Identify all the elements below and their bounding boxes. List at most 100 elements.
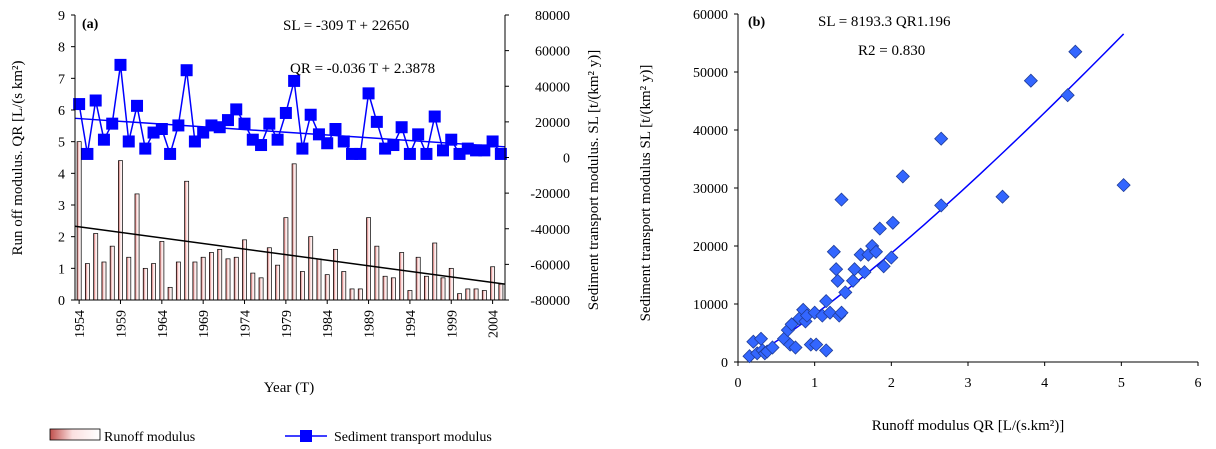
sediment-marker — [106, 117, 119, 130]
sediment-marker — [329, 123, 342, 135]
a-x-tick-label: 1979 — [280, 310, 295, 338]
sediment-marker — [494, 147, 507, 160]
runoff-bar — [473, 288, 479, 301]
a-left-ticks: 0 1 2 3 4 5 6 7 8 9 — [58, 9, 75, 309]
power-fit-equation: SL = 8193.3 QR1.196 — [818, 14, 951, 30]
runoff-bar — [151, 263, 156, 301]
runoff-bar — [118, 160, 123, 301]
sediment-marker — [445, 133, 458, 146]
scatter-point — [857, 265, 872, 280]
runoff-bar — [142, 267, 148, 301]
a-right-tick-label: -20000 — [530, 187, 570, 202]
sediment-marker — [304, 108, 317, 121]
scatter-point — [834, 305, 849, 320]
legend-runoff-label: Runoff modulus — [104, 430, 195, 445]
panel-a-label: (a) — [82, 17, 99, 32]
b-y-tick-label: 60000 — [693, 8, 728, 23]
scatter-point — [934, 198, 949, 213]
a-right-tick-label: 20000 — [535, 116, 570, 131]
sediment-marker — [436, 144, 449, 157]
runoff-bar — [134, 193, 140, 301]
scatter-point — [1060, 88, 1075, 103]
runoff-bar — [192, 261, 198, 301]
a-right-tick-label: 0 — [563, 152, 570, 167]
runoff-bar — [324, 274, 330, 301]
runoff-bar — [258, 277, 264, 301]
sediment-marker — [486, 135, 499, 148]
a-right-tick-label: -60000 — [530, 258, 570, 273]
runoff-bar — [448, 267, 454, 301]
sediment-marker — [403, 147, 416, 160]
legend-sediment-label: Sediment transport modulus — [334, 430, 492, 445]
a-x-axis-label: Year (T) — [264, 380, 315, 396]
sediment-marker — [428, 110, 441, 123]
b-y-tick-label: 30000 — [693, 182, 728, 197]
sediment-marker — [89, 94, 102, 107]
runoff-bar — [407, 290, 413, 301]
a-right-ticks: -80000 -60000 -40000 -20000 0 20000 40000 60000… — [505, 9, 570, 309]
a-x-tick-label: 1954 — [73, 310, 88, 338]
scatter-points — [742, 44, 1131, 364]
b-x-tick-label: 1 — [811, 376, 818, 391]
sediment-trendline — [74, 117, 506, 148]
scatter-point — [1116, 178, 1131, 193]
scatter-point — [819, 343, 834, 358]
legend-sediment-marker — [300, 430, 312, 442]
sediment-marker — [114, 58, 127, 71]
sediment-marker — [221, 114, 234, 127]
scatter-point — [895, 169, 910, 184]
a-left-tick-label: 6 — [58, 104, 65, 119]
sediment-marker — [255, 139, 268, 152]
a-left-tick-label: 8 — [58, 41, 65, 56]
sediment-marker — [230, 103, 243, 116]
scatter-point — [834, 192, 849, 207]
runoff-bar — [481, 290, 487, 301]
panel-b-label: (b) — [748, 15, 765, 30]
sediment-marker — [246, 133, 259, 146]
runoff-bar — [299, 271, 305, 301]
b-x-tick-label: 4 — [1041, 376, 1048, 391]
sediment-marker — [81, 147, 94, 160]
runoff-bar — [424, 275, 429, 301]
scatter-point — [788, 340, 803, 355]
sediment-marker — [271, 133, 284, 146]
runoff-bar — [382, 275, 388, 301]
b-y-tick-label: 50000 — [693, 66, 728, 81]
scatter-point — [826, 244, 841, 259]
runoff-bar — [308, 236, 314, 301]
runoff-bar — [316, 258, 322, 301]
a-y-axis-label: Run off modulus. QR [L/(s km²) — [10, 60, 26, 255]
runoff-bar — [399, 252, 405, 301]
runoff-bar — [465, 288, 471, 301]
b-x-tick-label: 2 — [888, 376, 895, 391]
scatter-point — [830, 273, 845, 288]
b-y-ticks: 0 10000 20000 30000 40000 50000 60000 — [693, 8, 738, 371]
a-left-tick-label: 2 — [58, 231, 65, 246]
runoff-bar — [366, 217, 371, 301]
scatter-point — [829, 262, 844, 277]
scatter-point — [876, 259, 891, 274]
b-x-tick-label: 6 — [1195, 376, 1202, 391]
sediment-marker — [122, 135, 135, 148]
b-y-axis-label: Sediment transport modulus SL [t/(km² y)… — [638, 65, 654, 322]
scatter-point — [819, 294, 834, 309]
a-left-tick-label: 0 — [58, 294, 65, 309]
a-x-tick-label: 1974 — [239, 310, 254, 338]
runoff-bar — [275, 264, 281, 301]
qr-trend-equation: QR = -0.036 T + 2.3878 — [290, 61, 435, 77]
sediment-marker — [412, 128, 425, 141]
sediment-line — [73, 58, 507, 160]
b-x-tick-label: 0 — [735, 376, 742, 391]
sediment-marker — [296, 142, 309, 155]
b-x-tick-label: 3 — [965, 376, 972, 391]
a-left-tick-label: 5 — [58, 136, 65, 151]
sediment-marker — [337, 135, 350, 148]
scatter-point — [995, 189, 1010, 204]
a-x-tick-label: 2004 — [487, 310, 502, 338]
sediment-marker — [387, 139, 400, 152]
a-x-tick-label: 1964 — [156, 310, 171, 338]
runoff-bar — [349, 288, 355, 301]
runoff-bar — [76, 141, 82, 301]
a-right-tick-label: -40000 — [530, 223, 570, 238]
b-y-tick-label: 10000 — [693, 298, 728, 313]
